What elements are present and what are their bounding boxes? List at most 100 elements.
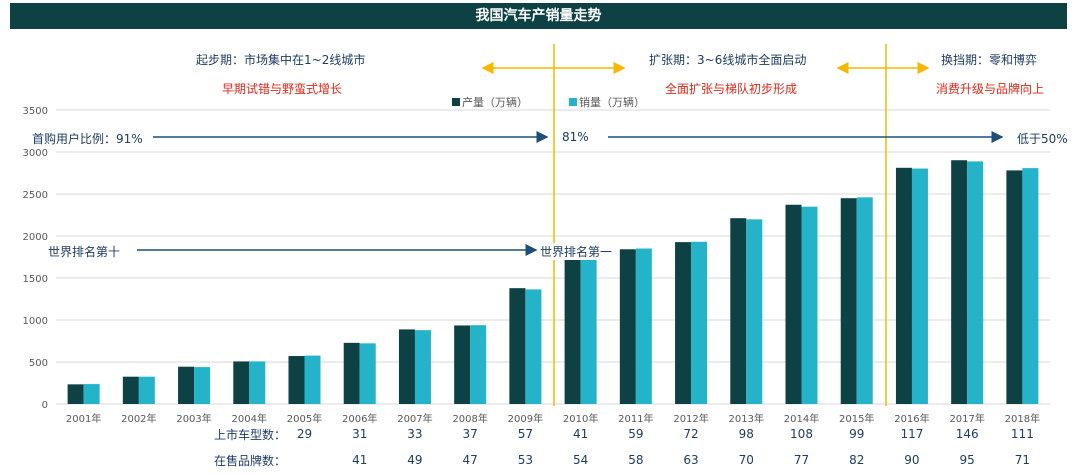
phase-2-desc: 全面扩张与梯队初步形成 — [665, 82, 798, 96]
model-count: 33 — [407, 427, 422, 441]
sales-bar — [138, 376, 155, 404]
sales-bar — [525, 289, 542, 404]
brand-count: 49 — [407, 453, 422, 467]
brand-count: 90 — [904, 453, 919, 467]
world-rank-end: 世界排名第一 — [540, 243, 613, 260]
sales-bar — [967, 161, 984, 404]
brand-count: 71 — [1015, 453, 1030, 467]
brands-row-label: 在售品牌数： — [214, 454, 287, 468]
brand-count: 82 — [849, 453, 864, 467]
production-bar — [785, 204, 802, 404]
model-count: 99 — [849, 427, 864, 441]
x-tick-label: 2013年 — [729, 412, 764, 425]
production-bar — [564, 250, 581, 404]
sales-bar — [856, 197, 873, 404]
model-count: 41 — [573, 427, 588, 441]
model-count: 98 — [739, 427, 754, 441]
x-tick-label: 2012年 — [673, 412, 708, 425]
phase-1-desc: 早期试错与野蛮式增长 — [222, 82, 343, 96]
brand-count: 54 — [573, 453, 588, 467]
x-tick-label: 2002年 — [121, 412, 156, 425]
x-tick-label: 2011年 — [618, 412, 653, 425]
production-bar — [619, 249, 636, 404]
production-bar — [951, 160, 968, 404]
production-bar — [122, 376, 139, 404]
models-row-label: 上市车型数： — [214, 428, 287, 442]
model-count: 117 — [900, 427, 923, 441]
first-buyer-label: 首购用户比例：91% — [32, 132, 143, 146]
brand-count: 95 — [960, 453, 975, 467]
x-tick-label: 2004年 — [232, 412, 267, 425]
first-buyer-end: 低于50% — [1017, 132, 1068, 146]
production-bar — [895, 167, 912, 404]
x-tick-label: 2006年 — [342, 412, 377, 425]
phase-3-name: 换挡期：零和博弈 — [941, 53, 1038, 67]
x-tick-label: 2014年 — [784, 412, 819, 425]
legend-label: 销量（万辆） — [579, 95, 645, 109]
production-bar — [675, 242, 692, 404]
model-count: 37 — [463, 427, 478, 441]
model-count: 59 — [628, 427, 643, 441]
legend-swatch — [569, 98, 577, 106]
brand-count: 70 — [739, 453, 754, 467]
sales-bar — [911, 168, 928, 404]
y-tick-label: 2000 — [23, 232, 48, 243]
production-bar — [454, 325, 471, 404]
model-count: 108 — [790, 427, 813, 441]
x-tick-label: 2008年 — [452, 412, 487, 425]
y-tick-label: 0 — [42, 400, 48, 411]
production-bar — [398, 329, 415, 404]
y-tick-label: 500 — [29, 358, 48, 369]
sales-bar — [746, 219, 763, 404]
legend-label: 产量（万辆） — [462, 95, 528, 109]
x-tick-label: 2005年 — [287, 412, 322, 425]
model-count: 72 — [683, 427, 698, 441]
model-count: 57 — [518, 427, 533, 441]
phase-2-name: 扩张期：3~6线城市全面启动 — [649, 53, 807, 67]
world-rank-start: 世界排名第十 — [48, 245, 121, 259]
production-bar — [288, 356, 305, 404]
production-bar — [233, 361, 250, 404]
brand-count: 47 — [463, 453, 478, 467]
phase-3-desc: 消费升级与品牌向上 — [936, 82, 1045, 96]
sales-bar — [1022, 168, 1039, 404]
sales-bar — [249, 361, 266, 404]
sales-bar — [801, 206, 818, 404]
chart-title: 我国汽车产销量走势 — [10, 3, 1067, 29]
first-buyer-mid: 81% — [562, 130, 589, 144]
model-count: 31 — [352, 427, 367, 441]
brand-count: 63 — [683, 453, 698, 467]
brand-count: 58 — [628, 453, 643, 467]
model-count: 111 — [1011, 427, 1034, 441]
y-tick-label: 2500 — [23, 190, 48, 201]
x-tick-label: 2017年 — [949, 412, 984, 425]
y-tick-label: 3500 — [23, 106, 48, 117]
production-bar — [840, 198, 857, 404]
x-tick-label: 2001年 — [66, 412, 101, 425]
sales-bar — [194, 367, 211, 404]
production-bar — [509, 288, 526, 404]
production-bar — [1006, 170, 1023, 404]
sales-bar — [635, 248, 652, 404]
production-bar — [730, 218, 747, 404]
x-tick-label: 2015年 — [839, 412, 874, 425]
production-bar — [67, 384, 84, 404]
sales-bar — [359, 343, 376, 404]
model-count: 146 — [956, 427, 979, 441]
brand-count: 53 — [518, 453, 533, 467]
brand-count: 77 — [794, 453, 809, 467]
sales-bar — [414, 330, 431, 404]
sales-bar — [470, 325, 487, 404]
x-tick-label: 2007年 — [397, 412, 432, 425]
model-count: 29 — [297, 427, 312, 441]
x-tick-label: 2018年 — [1005, 412, 1040, 425]
sales-bar — [304, 355, 321, 404]
production-bar — [178, 366, 195, 404]
sales-bar — [691, 241, 708, 404]
x-tick-label: 2003年 — [176, 412, 211, 425]
phase-1-name: 起步期：市场集中在1~2线城市 — [196, 53, 366, 67]
y-tick-label: 1000 — [23, 316, 48, 327]
production-bar — [343, 342, 360, 404]
legend-swatch — [452, 98, 460, 106]
